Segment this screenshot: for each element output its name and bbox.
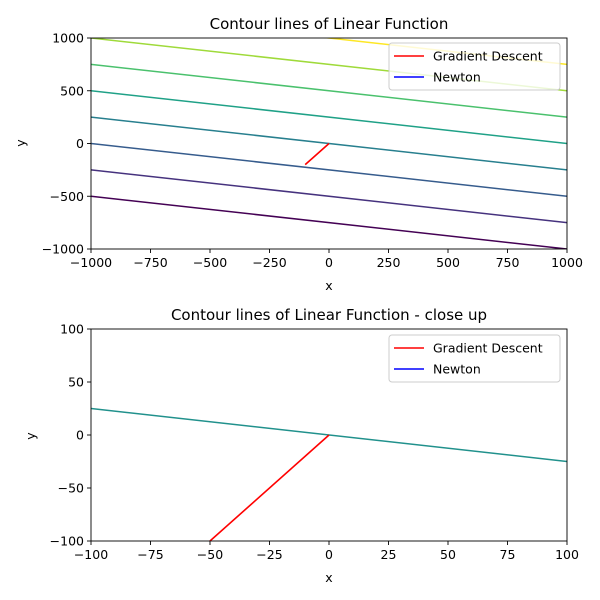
x-tick-label: −50: [197, 547, 223, 562]
contour-line: [91, 169, 567, 224]
y-tick-label: 0: [76, 136, 84, 151]
chart-contour-full: Contour lines of Linear Function x y Gra…: [13, 15, 583, 293]
x-tick-label: 50: [440, 547, 456, 562]
chart-title: Contour lines of Linear Function: [210, 15, 449, 33]
x-tick-label: −1000: [70, 255, 112, 270]
y-tick-label: 500: [60, 83, 84, 98]
x-tick-label: 25: [381, 547, 397, 562]
x-tick-label: 250: [377, 255, 401, 270]
y-tick-label: 0: [76, 428, 84, 443]
x-tick-label: 500: [436, 255, 460, 270]
y-tick-label: −1000: [42, 242, 84, 257]
y-tick-label: −100: [50, 534, 84, 549]
x-tick-label: 1000: [551, 255, 583, 270]
contour-line: [91, 63, 567, 118]
legend-frame: [388, 334, 561, 383]
legend-label-newton: Newton: [433, 362, 481, 377]
legend-label-gradient-descent: Gradient Descent: [433, 49, 543, 64]
x-tick-label: 100: [555, 547, 579, 562]
x-tick-label: 0: [325, 547, 333, 562]
y-axis-label: y: [23, 432, 38, 440]
y-tick-label: 50: [68, 375, 84, 390]
x-axis-label: x: [325, 570, 332, 585]
y-tick-label: −500: [50, 189, 84, 204]
legend-label-newton: Newton: [433, 70, 481, 85]
series-line-gradient-descent: [209, 434, 330, 541]
x-tick-label: −25: [256, 547, 282, 562]
x-tick-label: 0: [325, 255, 333, 270]
chart-contour-close-up: Contour lines of Linear Function - close…: [23, 306, 579, 585]
contour-line: [91, 195, 567, 249]
x-axis-label: x: [325, 278, 332, 293]
contour-line: [91, 142, 567, 197]
plot-area: [91, 407, 567, 541]
x-tick-label: 75: [500, 547, 516, 562]
series-line-gradient-descent: [304, 142, 330, 166]
x-tick-label: −250: [252, 255, 286, 270]
x-tick-label: −75: [137, 547, 163, 562]
legend-label-gradient-descent: Gradient Descent: [433, 341, 543, 356]
y-axis-label: y: [13, 139, 28, 147]
chart-title: Contour lines of Linear Function - close…: [171, 306, 487, 324]
y-tick-label: 100: [60, 322, 84, 337]
contour-line: [91, 90, 567, 145]
legend: Gradient Descent Newton: [388, 334, 561, 383]
legend-frame: [388, 42, 561, 91]
y-tick-label: −50: [58, 481, 84, 496]
y-tick-label: 1000: [52, 31, 84, 46]
legend: Gradient Descent Newton: [388, 42, 561, 91]
x-tick-label: −750: [133, 255, 167, 270]
x-tick-label: 750: [496, 255, 520, 270]
x-tick-label: −500: [193, 255, 227, 270]
x-tick-label: −100: [74, 547, 108, 562]
